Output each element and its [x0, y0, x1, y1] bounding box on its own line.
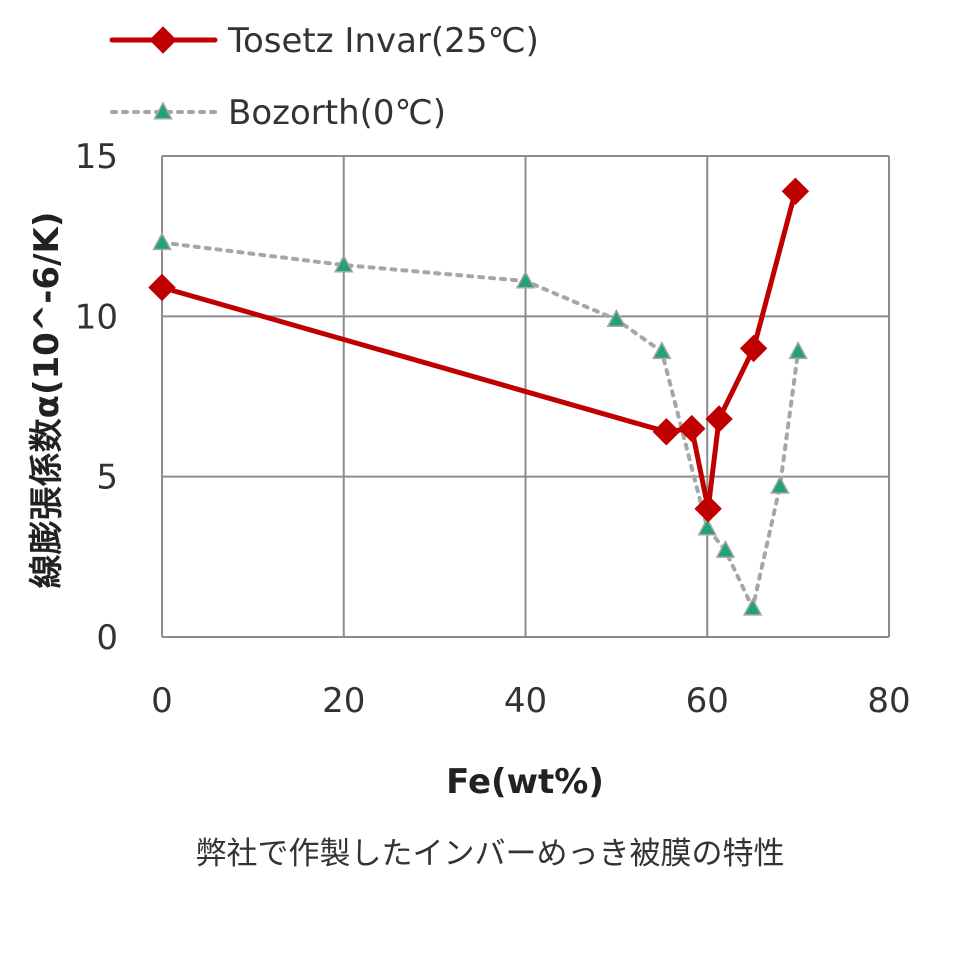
series-layer — [148, 177, 810, 616]
legend-item-0: Tosetz Invar(25℃) — [109, 21, 539, 61]
data-point — [705, 405, 733, 433]
series-line-0 — [159, 188, 798, 512]
data-point — [148, 273, 176, 302]
data-point — [606, 308, 627, 328]
legend-marker — [153, 101, 173, 120]
y-tick-label: 0 — [96, 618, 118, 658]
data-point — [739, 334, 768, 363]
data-point — [770, 475, 790, 494]
legend-item-1: Bozorth(0℃) — [110, 93, 446, 133]
series-1 — [152, 232, 808, 616]
data-point — [788, 341, 808, 360]
data-point — [652, 418, 681, 446]
series-0 — [148, 177, 810, 523]
x-tick-label: 0 — [151, 681, 173, 721]
x-tick-label: 80 — [867, 681, 910, 721]
data-point — [715, 539, 736, 558]
y-tick-label: 15 — [75, 137, 118, 177]
data-point — [742, 597, 763, 616]
x-axis-title: Fe(wt%) — [446, 762, 604, 802]
x-tick-label: 60 — [686, 681, 729, 721]
x-tick-label: 40 — [504, 681, 547, 721]
data-point — [515, 270, 536, 289]
data-point — [333, 254, 354, 273]
y-tick-label: 10 — [75, 297, 118, 337]
chart-svg: 0 20 40 60 80 0 5 10 15 Tosetz Invar(25℃) Bozorth… — [27, 21, 911, 802]
legend: Tosetz Invar(25℃) Bozorth(0℃) — [109, 21, 539, 133]
grid — [161, 155, 890, 638]
x-tick-label: 20 — [322, 681, 365, 721]
data-point — [781, 177, 810, 205]
legend-label: Tosetz Invar(25℃) — [227, 21, 539, 61]
y-axis-title: 線膨張係数α(10^-6/K) — [27, 212, 67, 589]
data-point — [678, 414, 706, 443]
data-point — [697, 517, 718, 536]
series-line-1 — [160, 240, 801, 611]
tick-labels: 0 20 40 60 80 0 5 10 15 — [75, 137, 911, 721]
figure-caption: 弊社で作製したインバーめっき被膜の特性 — [195, 836, 785, 872]
data-point — [152, 232, 172, 251]
legend-marker — [149, 26, 177, 54]
data-point — [652, 341, 672, 360]
data-point — [694, 495, 722, 523]
y-tick-label: 5 — [96, 458, 118, 498]
legend-label: Bozorth(0℃) — [228, 93, 446, 133]
